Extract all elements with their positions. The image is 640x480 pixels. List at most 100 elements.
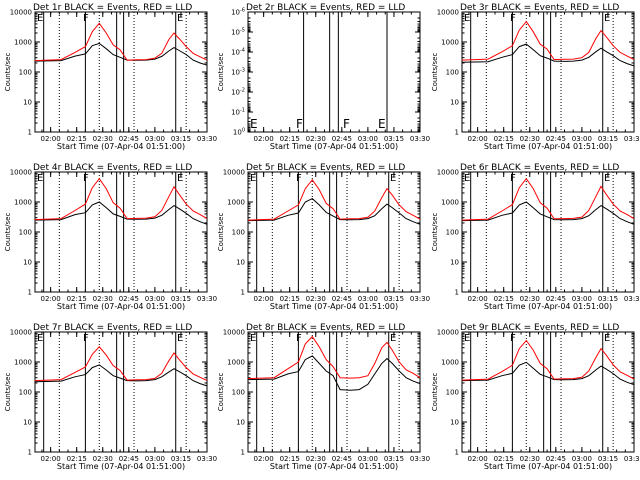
- header-letter: E: [390, 333, 396, 344]
- x-tick-label: 02:00: [468, 455, 488, 463]
- x-axis-label: Start Time (07-Apr-04 01:51:00): [270, 302, 398, 311]
- plot-frame: [34, 171, 208, 293]
- y-axis-label: Counts/sec: [4, 373, 12, 412]
- x-tick-label: 02:45: [119, 455, 139, 463]
- flag-letter: E: [250, 117, 258, 131]
- x-tick-label: 03:15: [384, 295, 404, 303]
- y-tick-label: 10000: [437, 9, 459, 17]
- x-tick-label: 02:45: [332, 135, 352, 143]
- x-axis-label: Start Time (07-Apr-04 01:51:00): [270, 462, 398, 471]
- x-axis-label: Start Time (07-Apr-04 01:51:00): [57, 142, 185, 151]
- y-axis-label: Counts/sec: [217, 213, 225, 252]
- panel-7: Det 7r BLACK = Events, RED = LLD 1 10 100 10…: [4, 323, 217, 471]
- panel-4: Det 4r BLACK = Events, RED = LLD 1 10 100 10…: [4, 163, 217, 311]
- panel-1: Det 1r BLACK = Events, RED = LLD 1 10 100 10…: [4, 3, 217, 151]
- x-tick-label: 03:30: [624, 135, 640, 143]
- x-tick-label: 02:15: [280, 295, 300, 303]
- y-tick-label: 100: [446, 389, 459, 397]
- series-events-line: [247, 355, 421, 391]
- series-lld-line: [461, 177, 635, 221]
- x-tick-label: 02:15: [494, 135, 514, 143]
- y-tick-label: 1000: [227, 199, 245, 207]
- x-tick-label: 02:45: [332, 295, 352, 303]
- x-axis-label: Start Time (07-Apr-04 01:51:00): [484, 462, 612, 471]
- panel-8: Det 8r BLACK = Events, RED = LLD 1 10 100 10…: [217, 323, 430, 471]
- header-letter: E: [250, 173, 256, 184]
- y-tick-label: 10-4: [231, 48, 245, 57]
- x-tick-label: 03:00: [145, 455, 165, 463]
- panel-title: Det 5r BLACK = Events, RED = LLD: [246, 163, 405, 173]
- plot-frame: [34, 331, 208, 453]
- x-tick-label: 02:00: [41, 455, 61, 463]
- y-tick-label: 1: [241, 289, 245, 297]
- x-tick-label: 03:00: [358, 135, 378, 143]
- y-tick-label: 10: [450, 259, 459, 267]
- y-tick-label: 1: [455, 129, 459, 137]
- y-tick-label: 10: [23, 99, 32, 107]
- header-letter: E: [604, 13, 610, 24]
- panel-title: Det 6r BLACK = Events, RED = LLD: [460, 163, 619, 173]
- y-tick-label: 10-6: [231, 8, 245, 17]
- y-tick-label: 10000: [223, 169, 245, 177]
- y-axis-label: Counts/sec: [431, 373, 439, 412]
- plot-frame: [247, 331, 421, 453]
- x-tick-label: 02:30: [93, 295, 113, 303]
- series-lld-line: [461, 339, 635, 381]
- x-tick-label: 02:15: [494, 455, 514, 463]
- series-events-line: [247, 198, 421, 225]
- panel-6: Det 6r BLACK = Events, RED = LLD 1 10 100 10…: [431, 163, 640, 311]
- x-tick-label: 02:45: [546, 455, 566, 463]
- y-tick-label: 100: [446, 69, 459, 77]
- x-tick-label: 03:00: [358, 295, 378, 303]
- panel-3: Det 3r BLACK = Events, RED = LLD 1 10 100 10…: [431, 3, 640, 151]
- x-tick-label: 02:45: [119, 295, 139, 303]
- y-tick-label: 10-2: [231, 88, 245, 97]
- plot-frame: [461, 171, 635, 293]
- series-events-line: [34, 201, 208, 225]
- panel-title: Det 8r BLACK = Events, RED = LLD: [246, 323, 405, 333]
- x-tick-label: 03:15: [598, 455, 618, 463]
- plot-frame: [461, 331, 635, 453]
- header-letter: E: [604, 173, 610, 184]
- series-lld-line: [34, 177, 208, 221]
- y-tick-label: 10: [23, 259, 32, 267]
- header-letter: F: [83, 173, 89, 184]
- y-tick-label: 100: [233, 128, 245, 137]
- x-tick-label: 03:15: [171, 455, 191, 463]
- y-tick-label: 10000: [10, 329, 32, 337]
- y-tick-label: 1: [455, 289, 459, 297]
- series-events-line: [461, 361, 635, 386]
- x-tick-label: 02:30: [306, 135, 326, 143]
- series-lld-line: [461, 20, 635, 61]
- plot-frame: [247, 11, 421, 133]
- x-tick-label: 02:15: [67, 295, 87, 303]
- panel-title: Det 2r BLACK = Events, RED = LLD: [246, 3, 405, 13]
- x-tick-label: 03:30: [410, 135, 430, 143]
- header-letter: E: [37, 173, 43, 184]
- plot-frame: [461, 11, 635, 133]
- x-tick-label: 02:45: [332, 455, 352, 463]
- y-tick-label: 1: [241, 449, 245, 457]
- x-tick-label: 02:30: [520, 135, 540, 143]
- x-tick-label: 03:00: [145, 295, 165, 303]
- x-axis-label: Start Time (07-Apr-04 01:51:00): [484, 142, 612, 151]
- x-tick-label: 03:15: [384, 135, 404, 143]
- x-tick-label: 03:30: [410, 295, 430, 303]
- header-letter: F: [510, 173, 516, 184]
- y-axis-label: Counts/sec: [217, 373, 225, 412]
- y-axis-label: Counts/sec: [431, 213, 439, 252]
- series-lld-line: [34, 22, 208, 62]
- header-letter: E: [177, 333, 183, 344]
- y-tick-label: 1000: [14, 39, 32, 47]
- y-axis-label: Counts/sec: [4, 53, 12, 92]
- x-tick-label: 03:00: [572, 295, 592, 303]
- x-tick-label: 02:30: [306, 295, 326, 303]
- x-axis-label: Start Time (07-Apr-04 01:51:00): [57, 302, 185, 311]
- y-tick-label: 10: [236, 419, 245, 427]
- x-tick-label: 02:30: [93, 455, 113, 463]
- plot-frame: [34, 11, 208, 133]
- x-tick-label: 02:15: [67, 455, 87, 463]
- y-tick-label: 10000: [10, 169, 32, 177]
